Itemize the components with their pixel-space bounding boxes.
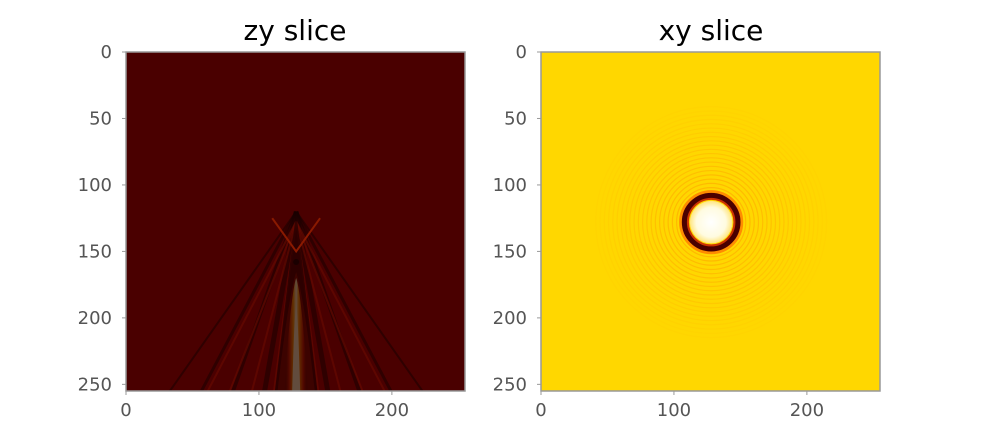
y-tick-label: 200 bbox=[493, 308, 527, 329]
ring-outer-halo bbox=[679, 190, 744, 255]
ripple-ring bbox=[607, 118, 815, 326]
xy-slice-panel: xy slice 0 100 200 0 50 100 150 200 250 bbox=[493, 14, 881, 421]
zy-slice-ticks: 0 100 200 0 50 100 150 200 250 bbox=[78, 42, 409, 421]
cone-fringe-left bbox=[228, 221, 298, 391]
y-tick-label: 100 bbox=[493, 175, 527, 196]
ripple-ring bbox=[629, 140, 794, 305]
ring-inner-edge bbox=[686, 197, 736, 247]
cone-core-shadow bbox=[274, 211, 318, 391]
dark-ring bbox=[681, 192, 741, 252]
ripple-ring bbox=[603, 114, 819, 330]
zy-slice-frame bbox=[125, 51, 466, 392]
zy-slice-panel: zy slice 0 100 200 0 50 100 150 200 250 bbox=[78, 14, 466, 421]
ripple-ring bbox=[641, 152, 781, 292]
ripple-ring bbox=[624, 135, 798, 309]
ripple-ring bbox=[671, 182, 751, 262]
cone-line-left bbox=[169, 210, 297, 391]
x-tick-label: 200 bbox=[375, 400, 409, 421]
bright-core bbox=[689, 200, 733, 244]
y-tick-label: 250 bbox=[493, 374, 527, 395]
x-tick-label: 200 bbox=[790, 400, 824, 421]
x-tick-label: 100 bbox=[657, 400, 691, 421]
cone-fringe-right bbox=[295, 221, 342, 391]
y-tick-label: 200 bbox=[78, 308, 112, 329]
ripple-ring bbox=[620, 131, 802, 313]
xy-slice-ticks: 0 100 200 0 50 100 150 200 250 bbox=[493, 42, 824, 421]
xy-slice-frame bbox=[540, 51, 881, 392]
ripple-ring bbox=[663, 174, 760, 271]
ripple-ring bbox=[667, 178, 755, 266]
cone-line-right bbox=[294, 210, 393, 391]
ripple-ring bbox=[650, 161, 772, 283]
y-tick-label: 150 bbox=[493, 241, 527, 262]
x-tick-label: 0 bbox=[120, 400, 131, 421]
ripple-ring bbox=[599, 110, 823, 334]
zy-slice-title: zy slice bbox=[244, 14, 347, 47]
ripple-ring bbox=[654, 165, 768, 279]
cone-fringe-left bbox=[250, 221, 298, 391]
cone-line-right bbox=[295, 210, 424, 391]
ripple-ring bbox=[646, 157, 777, 288]
cone-line-left bbox=[200, 210, 298, 391]
xy-slice-heatmap bbox=[541, 52, 880, 391]
ripple-ring bbox=[595, 106, 828, 339]
ripple-ring bbox=[658, 169, 764, 275]
zy-slice-heatmap bbox=[126, 52, 465, 391]
ripple-ring bbox=[676, 187, 747, 258]
y-tick-label: 50 bbox=[504, 108, 527, 129]
cone-apex-cross bbox=[271, 217, 321, 254]
ripple-ring bbox=[633, 144, 789, 300]
y-tick-label: 100 bbox=[78, 175, 112, 196]
x-tick-label: 100 bbox=[242, 400, 276, 421]
cone-focus-point bbox=[293, 259, 300, 266]
cone-fringe-left bbox=[206, 221, 298, 391]
y-tick-label: 150 bbox=[78, 241, 112, 262]
x-tick-label: 0 bbox=[535, 400, 546, 421]
ripple-ring bbox=[612, 123, 811, 322]
cone-fringe-right bbox=[295, 221, 364, 391]
y-tick-label: 50 bbox=[89, 108, 112, 129]
ripple-ring bbox=[637, 148, 785, 296]
xy-slice-title: xy slice bbox=[659, 14, 764, 47]
y-tick-label: 250 bbox=[78, 374, 112, 395]
ripple-ring bbox=[616, 127, 806, 317]
y-tick-label: 0 bbox=[516, 42, 527, 63]
cone-fringe-right bbox=[295, 221, 386, 391]
y-tick-label: 0 bbox=[101, 42, 112, 63]
